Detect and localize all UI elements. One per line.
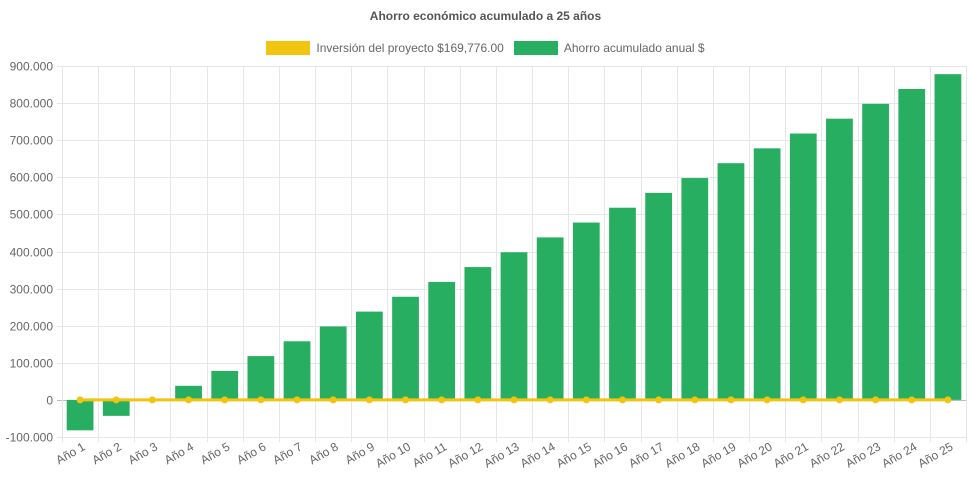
x-tick-label: Año 2 bbox=[90, 439, 124, 467]
bar-año-21 bbox=[789, 133, 817, 400]
y-tick-label: 200.000 bbox=[10, 320, 54, 334]
x-tick-label: Año 11 bbox=[410, 439, 449, 470]
chart-title: Ahorro económico acumulado a 25 años bbox=[369, 9, 602, 23]
x-tick-label: Año 20 bbox=[735, 439, 775, 470]
x-tick-label: Año 4 bbox=[162, 439, 196, 467]
x-tick-label: Año 6 bbox=[234, 439, 268, 467]
x-tick-label: Año 25 bbox=[915, 439, 955, 470]
x-tick-label: Año 15 bbox=[554, 439, 594, 470]
bar-año-18 bbox=[681, 178, 709, 400]
x-tick-label: Año 7 bbox=[270, 439, 304, 467]
x-tick-label: Año 23 bbox=[843, 439, 883, 470]
y-tick-label: 800.000 bbox=[10, 97, 54, 111]
investment-point-8 bbox=[329, 396, 337, 404]
bar-año-25 bbox=[934, 74, 962, 400]
investment-point-5 bbox=[221, 396, 229, 404]
bar-año-24 bbox=[898, 89, 926, 400]
bar-año-15 bbox=[572, 222, 600, 400]
y-tick-label: -100.000 bbox=[6, 431, 54, 445]
legend-item-investment[interactable]: Inversión del proyecto $169,776.00 bbox=[266, 41, 504, 55]
investment-point-12 bbox=[474, 396, 482, 404]
x-tick-label: Año 1 bbox=[53, 439, 87, 467]
y-tick-label: 500.000 bbox=[10, 208, 54, 222]
investment-point-24 bbox=[908, 396, 916, 404]
bar-año-16 bbox=[609, 207, 636, 400]
bar-año-10 bbox=[392, 296, 419, 400]
investment-point-25 bbox=[944, 396, 952, 404]
x-tick-label: Año 24 bbox=[879, 439, 919, 470]
y-tick-label: 300.000 bbox=[10, 283, 54, 297]
y-tick-label: 0 bbox=[46, 394, 53, 408]
investment-point-11 bbox=[438, 396, 446, 404]
x-tick-label: Año 13 bbox=[482, 439, 522, 470]
legend: Inversión del proyecto $169,776.00 Ahorr… bbox=[0, 41, 971, 55]
legend-swatch-investment bbox=[266, 41, 311, 55]
legend-label-investment: Inversión del proyecto $169,776.00 bbox=[316, 41, 504, 55]
bar-año-9 bbox=[355, 311, 383, 400]
legend-item-savings[interactable]: Ahorro acumulado anual $ bbox=[513, 41, 705, 55]
x-tick-label: Año 19 bbox=[699, 439, 739, 470]
legend-label-savings: Ahorro acumulado anual $ bbox=[563, 41, 705, 55]
investment-point-1 bbox=[76, 396, 84, 404]
x-tick-label: Año 17 bbox=[626, 439, 666, 470]
investment-point-2 bbox=[112, 396, 120, 404]
bar-año-7 bbox=[283, 341, 311, 400]
bar-año-11 bbox=[428, 281, 456, 400]
bar-año-8 bbox=[319, 326, 347, 400]
bar-año-1 bbox=[66, 399, 94, 431]
bar-año-14 bbox=[536, 237, 564, 400]
investment-point-15 bbox=[582, 396, 590, 404]
bar-año-13 bbox=[500, 252, 528, 400]
investment-point-23 bbox=[872, 396, 880, 404]
investment-point-10 bbox=[402, 396, 410, 404]
x-tick-label: Año 3 bbox=[126, 439, 160, 467]
bar-año-12 bbox=[464, 267, 492, 400]
investment-point-16 bbox=[618, 396, 626, 404]
bar-año-2 bbox=[102, 399, 130, 416]
bar-año-20 bbox=[753, 148, 781, 400]
bar-año-5 bbox=[211, 370, 239, 400]
investment-point-6 bbox=[257, 396, 265, 404]
y-tick-label: 100.000 bbox=[10, 357, 54, 371]
x-tick-label: Año 10 bbox=[373, 439, 413, 470]
y-tick-label: 700.000 bbox=[10, 134, 54, 148]
investment-point-21 bbox=[799, 396, 807, 404]
bar-año-19 bbox=[717, 163, 745, 400]
investment-point-19 bbox=[727, 396, 735, 404]
x-tick-label: Año 8 bbox=[307, 439, 341, 467]
x-tick-label: Año 5 bbox=[198, 439, 232, 467]
legend-swatch-savings bbox=[513, 41, 558, 55]
y-tick-label: 900.000 bbox=[10, 60, 54, 74]
investment-point-18 bbox=[691, 396, 699, 404]
investment-point-7 bbox=[293, 396, 301, 404]
x-tick-label: Año 9 bbox=[343, 439, 377, 467]
investment-point-17 bbox=[655, 396, 663, 404]
investment-point-13 bbox=[510, 396, 518, 404]
y-tick-label: 400.000 bbox=[10, 246, 54, 260]
investment-point-22 bbox=[835, 396, 843, 404]
bar-año-4 bbox=[175, 385, 202, 400]
x-tick-label: Año 22 bbox=[807, 439, 847, 470]
x-tick-label: Año 16 bbox=[590, 439, 630, 470]
x-tick-label: Año 12 bbox=[445, 439, 485, 470]
investment-point-20 bbox=[763, 396, 771, 404]
investment-point-3 bbox=[148, 396, 156, 404]
x-tick-label: Año 18 bbox=[662, 439, 702, 470]
investment-point-4 bbox=[185, 396, 193, 404]
bar-año-6 bbox=[247, 356, 275, 400]
bar-año-23 bbox=[862, 103, 889, 400]
x-tick-label: Año 14 bbox=[518, 439, 558, 470]
y-tick-label: 600.000 bbox=[10, 171, 54, 185]
bar-año-17 bbox=[645, 192, 673, 400]
x-tick-label: Año 21 bbox=[771, 439, 811, 470]
investment-point-9 bbox=[365, 396, 373, 404]
bar-año-22 bbox=[826, 118, 853, 400]
investment-point-14 bbox=[546, 396, 554, 404]
